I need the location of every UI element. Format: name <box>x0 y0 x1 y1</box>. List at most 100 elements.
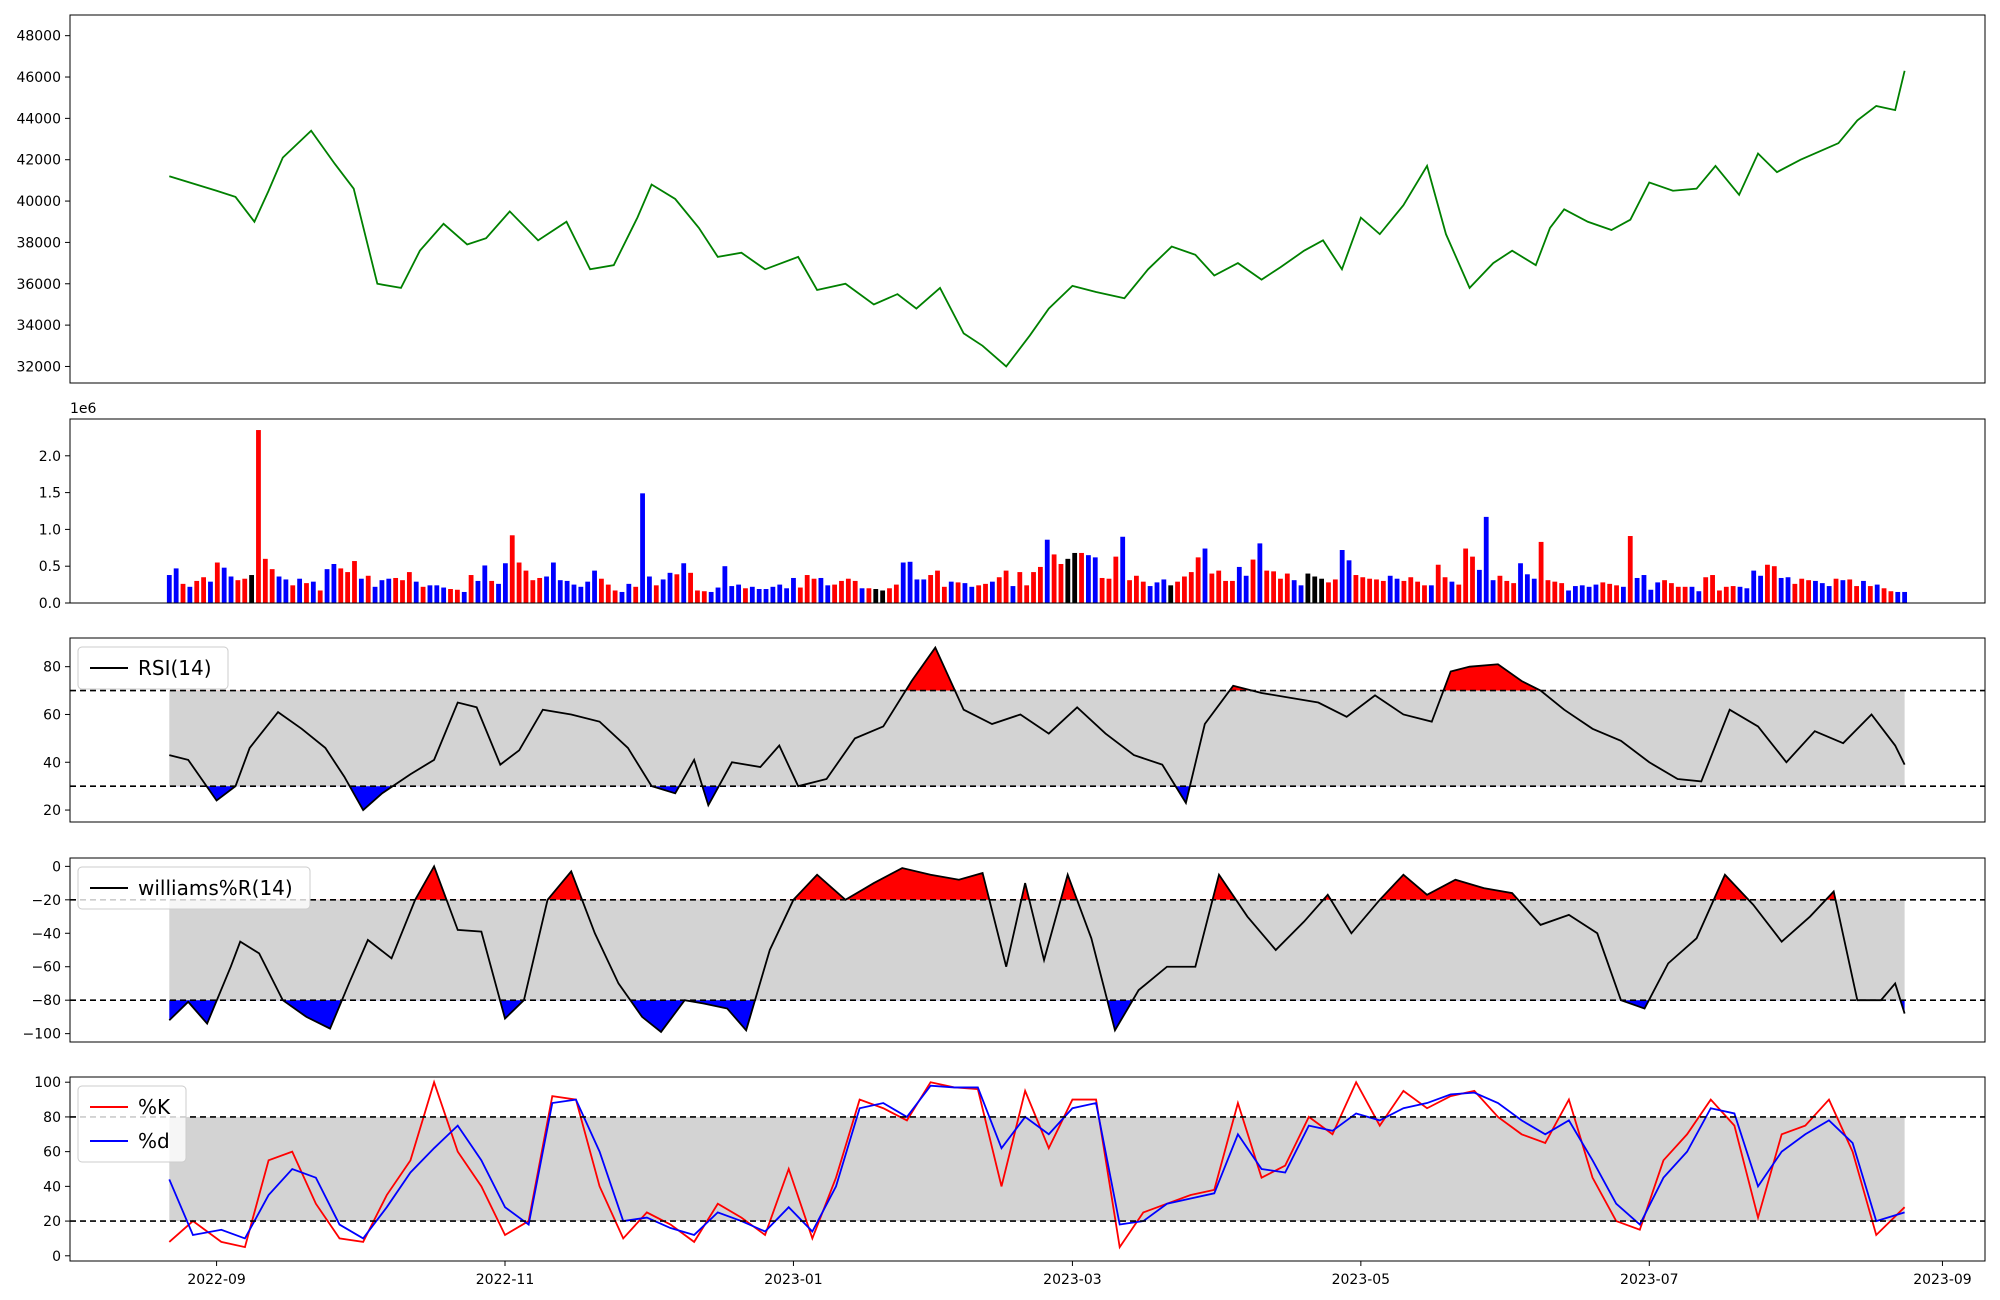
x-tick-label: 2022-11 <box>476 1272 535 1288</box>
axes-frame <box>69 1076 1986 1262</box>
volume-bar <box>550 562 556 603</box>
volume-bar <box>599 578 604 603</box>
volume-bar <box>1696 591 1702 603</box>
volume-bar <box>729 586 735 603</box>
price-line <box>169 70 1906 368</box>
volume-bar <box>1840 580 1846 603</box>
volume-bar <box>1003 570 1009 603</box>
volume-bar <box>1065 558 1071 603</box>
volume-bar <box>379 580 385 603</box>
legend-box <box>77 866 311 910</box>
y-tick-label: 0.0 <box>39 596 61 612</box>
volume-bar <box>941 586 947 603</box>
volume-bar <box>1209 573 1215 603</box>
volume-bar <box>921 579 927 603</box>
volume-bar <box>1648 589 1654 603</box>
volume-bar <box>1559 583 1565 603</box>
volume-bar <box>1627 536 1633 603</box>
y-tick-label: −60 <box>31 960 61 976</box>
volume-bar <box>1374 579 1379 603</box>
volume-bar <box>1360 577 1366 603</box>
volume-bar <box>393 577 399 603</box>
volume-bar <box>166 575 172 603</box>
volume-bar <box>1833 578 1839 603</box>
volume-bar <box>1037 566 1043 603</box>
y-tick-label: 100 <box>34 1075 61 1091</box>
volume-bar <box>317 590 323 603</box>
volume-bar <box>1106 578 1112 603</box>
volume-bar <box>1607 583 1613 603</box>
volume-bar <box>1463 548 1469 603</box>
volume-bar <box>1312 576 1318 603</box>
volume-bar <box>948 581 954 603</box>
volume-bar <box>1216 570 1222 603</box>
volume-bar <box>873 589 879 603</box>
volume-bar <box>708 591 714 603</box>
volume-bar <box>1888 591 1894 603</box>
volume-bar <box>441 587 447 603</box>
volume-bar <box>557 580 563 603</box>
volume-bar <box>1188 572 1194 603</box>
volume-panel: 0.0 0.5 1.0 1.5 2.0 1e6 <box>39 401 1986 612</box>
volume-bar <box>900 562 906 603</box>
volume-bar <box>208 581 213 603</box>
volume-bar <box>756 589 762 603</box>
volume-bar <box>1669 583 1674 603</box>
volume-bar <box>1524 574 1530 603</box>
volume-bar <box>969 586 975 603</box>
axes-frame <box>69 637 1986 823</box>
volume-bar <box>1593 584 1599 603</box>
volume-bar <box>187 586 193 603</box>
volume-bar <box>1758 575 1763 603</box>
percent-d-line <box>168 1084 1905 1240</box>
volume-bar <box>372 586 378 603</box>
volume-bar <box>1518 563 1523 603</box>
volume-bar <box>400 580 405 603</box>
volume-bar <box>1744 588 1750 603</box>
y-tick-label: 80 <box>43 660 61 676</box>
volume-bar <box>1566 590 1571 603</box>
volume-bar <box>1504 580 1510 603</box>
volume-bar <box>1140 581 1146 603</box>
legend-label: %K <box>138 1095 171 1119</box>
volume-bar <box>262 558 268 603</box>
y-tick-label: 0 <box>52 859 61 875</box>
volume-bar <box>935 570 940 603</box>
volume-bar <box>1730 586 1736 603</box>
volume-bar <box>1024 585 1030 603</box>
volume-bar <box>1675 586 1681 603</box>
volume-bar <box>1874 584 1880 603</box>
volume-bar <box>544 576 549 603</box>
volume-bar <box>310 581 316 603</box>
volume-bar <box>1099 577 1105 603</box>
y-tick-label: 40 <box>43 755 61 771</box>
volume-bar <box>763 589 769 603</box>
volume-bar <box>516 562 522 603</box>
volume-bar <box>413 581 419 603</box>
volume-bar <box>825 585 831 603</box>
volume-bar <box>722 566 728 603</box>
volume-bar <box>537 577 543 603</box>
y-tick-label: −40 <box>31 926 61 942</box>
volume-bar <box>653 585 659 603</box>
volume-bar <box>1332 579 1338 603</box>
volume-bar <box>928 575 934 603</box>
y-tick-label: 40 <box>43 1179 61 1195</box>
volume-bar <box>1017 572 1023 603</box>
volume-bar <box>530 580 536 603</box>
volume-bar <box>770 586 776 603</box>
volume-bar <box>1689 586 1695 603</box>
volume-bar <box>523 570 529 603</box>
volume-bar <box>1305 573 1311 603</box>
volume-bar <box>976 585 982 603</box>
volume-bar <box>420 586 426 603</box>
volume-bar <box>1572 586 1578 603</box>
indicator-line <box>169 645 1906 812</box>
volume-bar <box>1031 572 1036 603</box>
x-tick-label: 2023-05 <box>1332 1272 1391 1288</box>
legend-label: %d <box>138 1129 170 1153</box>
volume-bar <box>1799 578 1805 603</box>
x-tick-label: 2023-01 <box>764 1272 823 1288</box>
volume-bar <box>1278 578 1283 603</box>
